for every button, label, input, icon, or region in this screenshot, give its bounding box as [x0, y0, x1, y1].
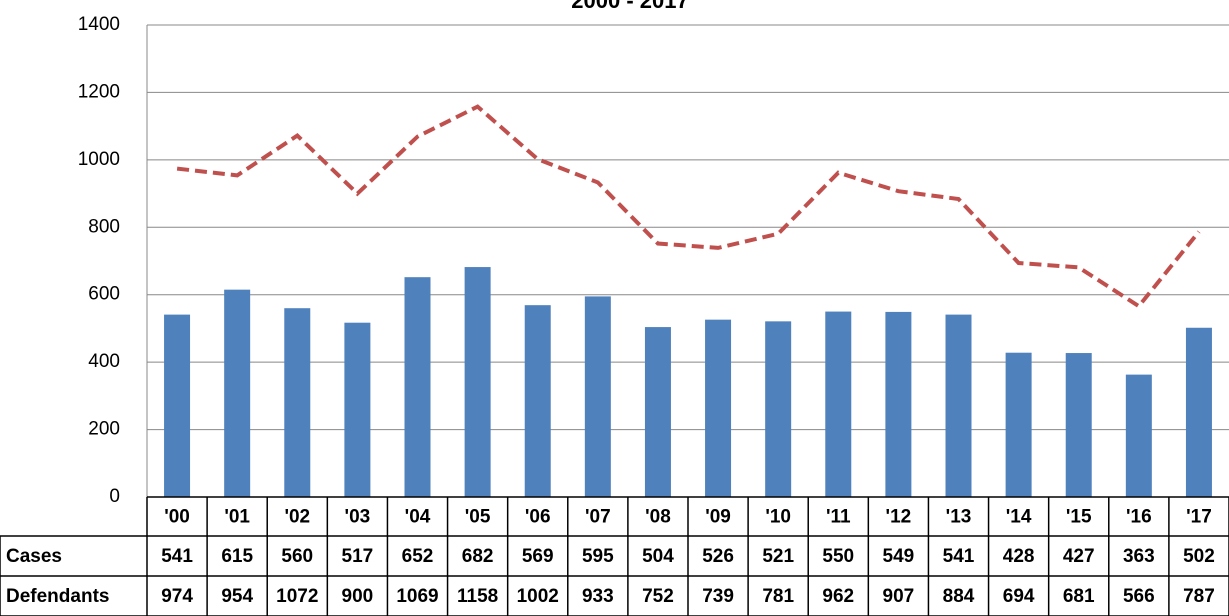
bar — [765, 321, 792, 497]
bar — [224, 289, 251, 497]
y-tick-label: 200 — [88, 419, 120, 440]
table-cell: 595 — [582, 546, 614, 567]
table-cell: 502 — [1183, 546, 1215, 567]
x-tick-label: '14 — [1006, 507, 1032, 528]
x-tick-label: '01 — [224, 507, 250, 528]
table-cell: 652 — [402, 546, 434, 567]
bar — [825, 311, 852, 497]
x-tick-label: '02 — [284, 507, 310, 528]
x-tick-label: '00 — [164, 507, 190, 528]
bar — [705, 319, 732, 497]
y-tick-label: 600 — [88, 284, 120, 305]
table-cell: 1158 — [457, 586, 498, 607]
table-cell: 428 — [1003, 546, 1035, 567]
x-tick-label: '08 — [645, 507, 671, 528]
x-tick-label: '05 — [465, 507, 491, 528]
bar — [1065, 353, 1092, 497]
y-tick-label: 1400 — [78, 14, 120, 35]
y-tick-label: 400 — [88, 351, 120, 372]
table-cell: 752 — [642, 586, 674, 607]
table-row-header: Cases — [6, 546, 62, 567]
table-cell: 694 — [1003, 586, 1035, 607]
y-tick-label: 800 — [88, 216, 120, 237]
bar — [945, 314, 972, 497]
table-cell: 526 — [702, 546, 734, 567]
bar — [164, 314, 191, 497]
table-cell: 1069 — [396, 586, 438, 607]
table-cell: 739 — [702, 586, 734, 607]
table-cell: 907 — [883, 586, 915, 607]
x-tick-label: '07 — [585, 507, 611, 528]
y-tick-label: 1200 — [78, 81, 120, 102]
table-cell: 1072 — [276, 586, 318, 607]
x-tick-label: '04 — [405, 507, 431, 528]
table-cell: 521 — [762, 546, 794, 567]
table-cell: 549 — [883, 546, 915, 567]
table-cell: 900 — [342, 586, 374, 607]
table-cell: 566 — [1123, 586, 1155, 607]
table-cell: 681 — [1063, 586, 1095, 607]
table-cell: 933 — [582, 586, 614, 607]
bar — [885, 311, 912, 497]
x-tick-label: '17 — [1186, 507, 1212, 528]
bar — [584, 296, 611, 497]
y-tick-label: 1000 — [78, 149, 120, 170]
table-cell: 541 — [943, 546, 975, 567]
x-tick-label: '16 — [1126, 507, 1152, 528]
table-cell: 560 — [281, 546, 313, 567]
bar — [1125, 374, 1152, 497]
table-cell: 517 — [342, 546, 374, 567]
table-cell: 962 — [822, 586, 854, 607]
bar — [464, 267, 491, 497]
bar — [1185, 327, 1212, 497]
bar — [524, 305, 551, 497]
x-tick-label: '15 — [1066, 507, 1092, 528]
x-tick-label: '10 — [765, 507, 791, 528]
bar — [284, 308, 311, 497]
x-tick-label: '13 — [946, 507, 972, 528]
bar — [1005, 352, 1032, 497]
table-row-header: Defendants — [6, 586, 109, 607]
chart-title: 2000 - 2017 — [571, 0, 688, 13]
y-tick-label: 0 — [109, 486, 120, 507]
table-cell: 787 — [1183, 586, 1215, 607]
table-cell: 884 — [943, 586, 975, 607]
x-tick-label: '12 — [886, 507, 912, 528]
table-cell: 615 — [221, 546, 253, 567]
table-cell: 363 — [1123, 546, 1155, 567]
table-cell: 682 — [462, 546, 494, 567]
x-tick-label: '09 — [705, 507, 731, 528]
line — [176, 104, 1201, 309]
table-cell: 1002 — [517, 586, 559, 607]
table-cell: 974 — [161, 586, 193, 607]
x-tick-label: '11 — [826, 507, 851, 528]
bar — [644, 327, 671, 497]
table-cell: 781 — [762, 586, 794, 607]
bar — [344, 322, 371, 497]
table-cell: 504 — [642, 546, 674, 567]
x-tick-label: '06 — [525, 507, 551, 528]
table-cell: 569 — [522, 546, 554, 567]
bar — [404, 277, 431, 497]
table-cell: 550 — [822, 546, 854, 567]
table-cell: 427 — [1063, 546, 1095, 567]
table-cell: 541 — [161, 546, 193, 567]
x-tick-label: '03 — [345, 507, 371, 528]
table-cell: 954 — [221, 586, 253, 607]
